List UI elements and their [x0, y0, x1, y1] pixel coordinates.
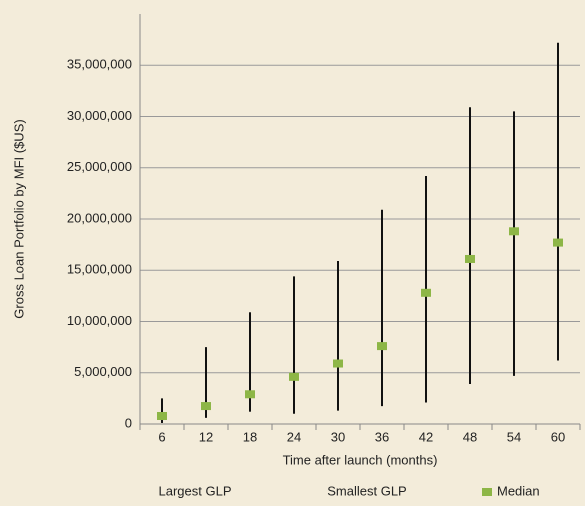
- y-tick-label: 0: [125, 415, 132, 430]
- x-axis-title: Time after launch (months): [283, 452, 438, 467]
- x-tick-label: 6: [158, 429, 165, 444]
- x-tick-label: 18: [243, 429, 257, 444]
- x-tick-label: 54: [507, 429, 521, 444]
- median-marker: [465, 254, 475, 263]
- median-marker: [377, 342, 387, 351]
- median-marker: [289, 372, 299, 381]
- x-tick-label: 12: [199, 429, 213, 444]
- median-marker: [509, 227, 519, 236]
- x-tick-label: 36: [375, 429, 389, 444]
- legend-label: Smallest GLP: [327, 483, 406, 498]
- y-tick-label: 20,000,000: [67, 210, 132, 225]
- x-tick-label: 60: [551, 429, 565, 444]
- median-marker: [553, 238, 563, 247]
- legend-label: Largest GLP: [159, 483, 232, 498]
- median-marker: [157, 412, 167, 421]
- x-tick-label: 24: [287, 429, 301, 444]
- x-tick-label: 48: [463, 429, 477, 444]
- y-axis-title: Gross Loan Portfolio by MFI ($US): [11, 119, 26, 318]
- y-tick-label: 25,000,000: [67, 159, 132, 174]
- y-tick-label: 15,000,000: [67, 262, 132, 277]
- x-tick-label: 42: [419, 429, 433, 444]
- median-marker: [201, 402, 211, 411]
- x-tick-label: 30: [331, 429, 345, 444]
- legend-label: Median: [497, 483, 540, 498]
- y-tick-label: 5,000,000: [74, 364, 132, 379]
- y-tick-label: 30,000,000: [67, 108, 132, 123]
- median-marker: [421, 288, 431, 297]
- y-tick-label: 10,000,000: [67, 313, 132, 328]
- legend-swatch: [482, 488, 492, 496]
- y-tick-label: 35,000,000: [67, 57, 132, 72]
- median-marker: [333, 359, 343, 368]
- median-marker: [245, 390, 255, 399]
